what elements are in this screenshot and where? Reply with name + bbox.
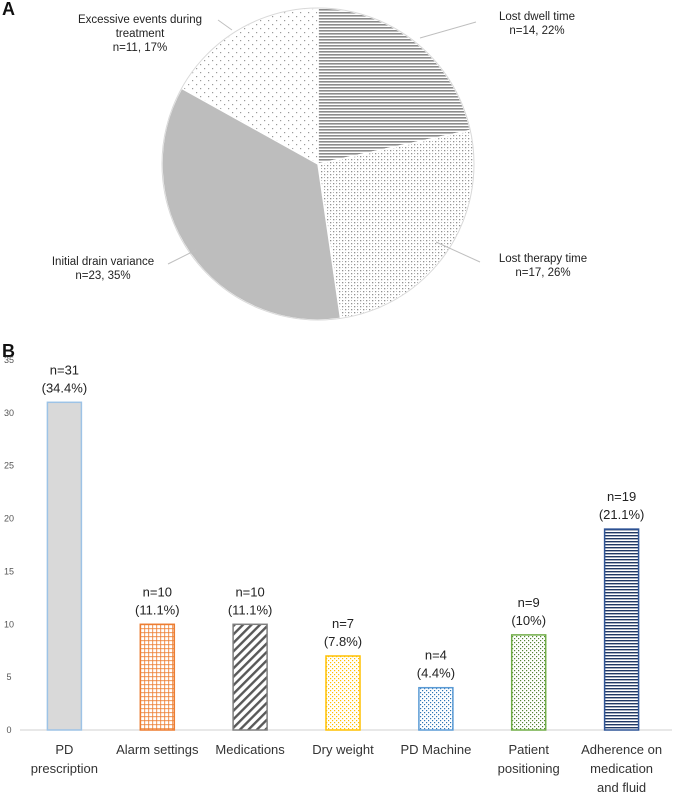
pie-slice [317,129,475,320]
pie-label-line: Excessive events during [77,14,202,26]
pie-slice-label: Excessive events during treatment n=11, 17… [60,13,220,55]
bar [325,655,361,731]
panel-b-letter: B [2,341,15,361]
bar-data-label: (21.1%) [599,507,645,522]
pie-leader-line [167,249,197,265]
x-category-label: and fluid [597,780,646,795]
bar-chart: 0 5 10 15 20 25 30 35 n=31 (34.4%) PD prescription… [4,355,672,795]
x-category-label: positioning [498,761,560,776]
y-tick-label: 15 [4,566,14,576]
pie-label-line: Lost dwell time [498,11,576,23]
bar [46,401,83,731]
x-category-label: Dry weight [312,742,374,757]
y-tick-label: 0 [6,725,11,735]
pie-label-line: treatment [115,28,165,40]
bar [232,623,268,731]
y-tick-label: 10 [4,619,14,629]
x-category-label: Alarm settings [116,742,199,757]
bar-data-label: n=31 [50,362,79,377]
pie-value-label: n=11, 17% [112,42,168,54]
y-tick-label: 30 [4,408,14,418]
x-category-label: prescription [31,761,98,776]
bar-data-label: n=7 [332,616,354,631]
x-category-label: PD Machine [400,742,471,757]
y-tick-label: 35 [4,355,14,365]
bar-data-label: n=9 [518,595,540,610]
y-tick-label: 5 [6,672,11,682]
bar-data-label: (7.8%) [324,634,362,649]
pie-leader-line [217,19,233,31]
bar-data-label: (11.1%) [228,602,273,617]
bar-data-label: (10%) [511,613,546,628]
panel-a-letter: A [2,0,15,19]
pie-chart [161,7,481,321]
bar [418,686,454,731]
bar-data-label: n=10 [143,584,172,599]
x-category-label: medication [590,761,653,776]
x-category-label: Patient [508,742,549,757]
bar [510,634,547,731]
pie-label-line: Initial drain variance [51,256,155,268]
pie-label-line: Lost therapy time [498,253,588,265]
pie-value-label: n=17, 26% [515,267,571,279]
pie-outline [161,7,475,321]
bar-data-label: n=19 [607,489,636,504]
pie-slice-label: Lost therapy time n=17, 26% [478,252,608,280]
bar [603,528,640,731]
pie-value-label: n=23, 35% [75,270,131,282]
bar-data-label: n=4 [425,648,447,663]
pie-slice-label: Initial drain variance n=23, 35% [28,255,178,283]
bar-data-label: (11.1%) [135,602,180,617]
y-tick-label: 20 [4,514,14,524]
pie-slice-label: Lost dwell time n=14, 22% [472,10,602,38]
pie-value-label: n=14, 22% [509,25,565,37]
bar [139,623,176,731]
bar-data-label: (34.4%) [42,380,88,395]
bar-data-label: (4.4%) [417,666,455,681]
pie-leader-line [419,21,477,39]
y-tick-label: 25 [4,461,14,471]
x-category-label: Adherence on [581,742,662,757]
pie-leader-line [435,241,481,263]
x-category-label: Medications [215,742,285,757]
x-category-label: PD [55,742,73,757]
bar-data-label: n=10 [235,584,264,599]
